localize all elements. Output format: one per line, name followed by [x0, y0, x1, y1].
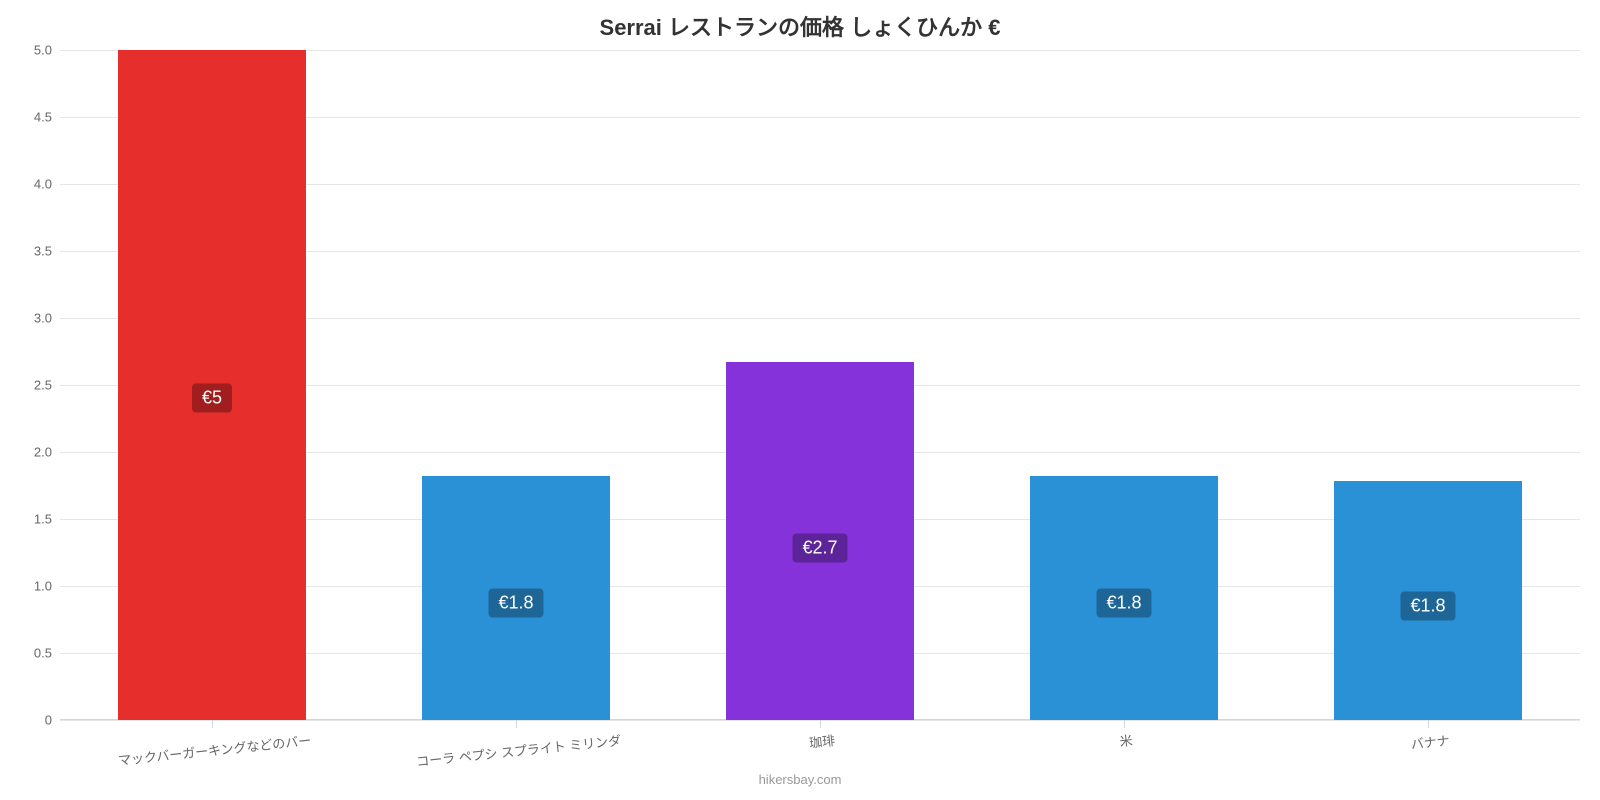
chart-credit: hikersbay.com: [759, 772, 842, 787]
x-tick-label: マックバーガーキングなどのバー: [116, 720, 312, 769]
bar-value-badge: €1.8: [1400, 591, 1455, 620]
y-tick-label: 5.0: [34, 43, 60, 58]
y-tick-label: 3.0: [34, 311, 60, 326]
x-tick-label: 珈琲: [807, 720, 836, 752]
bar-value-badge: €1.8: [488, 588, 543, 617]
y-tick-label: 0.5: [34, 646, 60, 661]
x-tick-label: コーラ ペプシ スプライト ミリンダ: [414, 720, 622, 770]
y-tick-label: 2.5: [34, 378, 60, 393]
y-tick-label: 2.0: [34, 445, 60, 460]
y-tick-label: 0: [45, 713, 60, 728]
chart-title: Serrai レストランの価格 しょくひんか €: [0, 0, 1600, 42]
y-tick-label: 4.5: [34, 110, 60, 125]
x-tick: [516, 720, 517, 728]
x-tick-label: 米: [1118, 720, 1134, 750]
plot-area: 00.51.01.52.02.53.03.54.04.55.0€5マックバーガー…: [60, 50, 1580, 720]
bar-value-badge: €2.7: [792, 534, 847, 563]
y-tick-label: 1.0: [34, 579, 60, 594]
bar-value-badge: €1.8: [1096, 588, 1151, 617]
y-tick-label: 1.5: [34, 512, 60, 527]
x-tick-label: バナナ: [1409, 720, 1451, 753]
bar-value-badge: €5: [192, 384, 232, 413]
y-tick-label: 4.0: [34, 177, 60, 192]
y-tick-label: 3.5: [34, 244, 60, 259]
x-tick: [212, 720, 213, 728]
